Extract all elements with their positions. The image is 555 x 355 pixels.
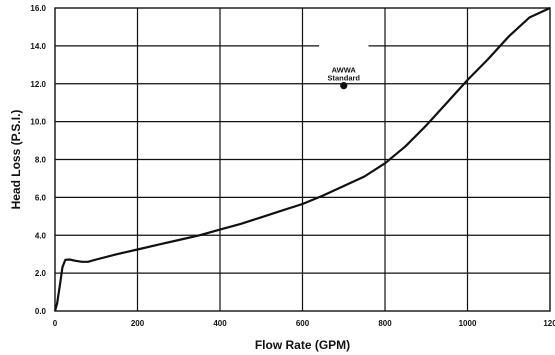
y-tick-label: 0.0 [35, 307, 47, 316]
y-tick-label: 10.0 [30, 118, 46, 127]
y-tick-label: 14.0 [30, 42, 46, 51]
y-tick-label: 16.0 [30, 4, 46, 13]
y-tick-label: 12.0 [30, 80, 46, 89]
x-tick-label: 0 [53, 319, 58, 328]
annotation-label-line2: Standard [327, 74, 360, 83]
head-loss-curve [53, 7, 551, 312]
y-tick-label: 6.0 [35, 193, 47, 202]
grid [54, 7, 551, 312]
x-tick-label: 600 [296, 319, 310, 328]
y-tick-label: 4.0 [35, 231, 47, 240]
x-tick-label: 400 [213, 319, 227, 328]
y-tick-label: 2.0 [35, 269, 47, 278]
y-axis-title: Head Loss (P.S.I.) [9, 110, 23, 210]
x-tick-label: 1000 [459, 319, 477, 328]
awwa-standard-point [340, 82, 348, 90]
annotation-label-line1: AWWA [332, 66, 357, 75]
x-tick-label: 800 [378, 319, 392, 328]
tick-labels: 0 200 400 600 800 1000 120 0.0 2.0 4.0 6.0 8.0 10.0 1… [30, 4, 555, 328]
y-tick-label: 8.0 [35, 156, 47, 165]
awwa-annotation: AWWA Standard [327, 66, 360, 90]
x-axis-title: Flow Rate (GPM) [255, 338, 350, 352]
x-tick-label: 200 [131, 319, 145, 328]
x-tick-label: 120 [543, 319, 555, 328]
